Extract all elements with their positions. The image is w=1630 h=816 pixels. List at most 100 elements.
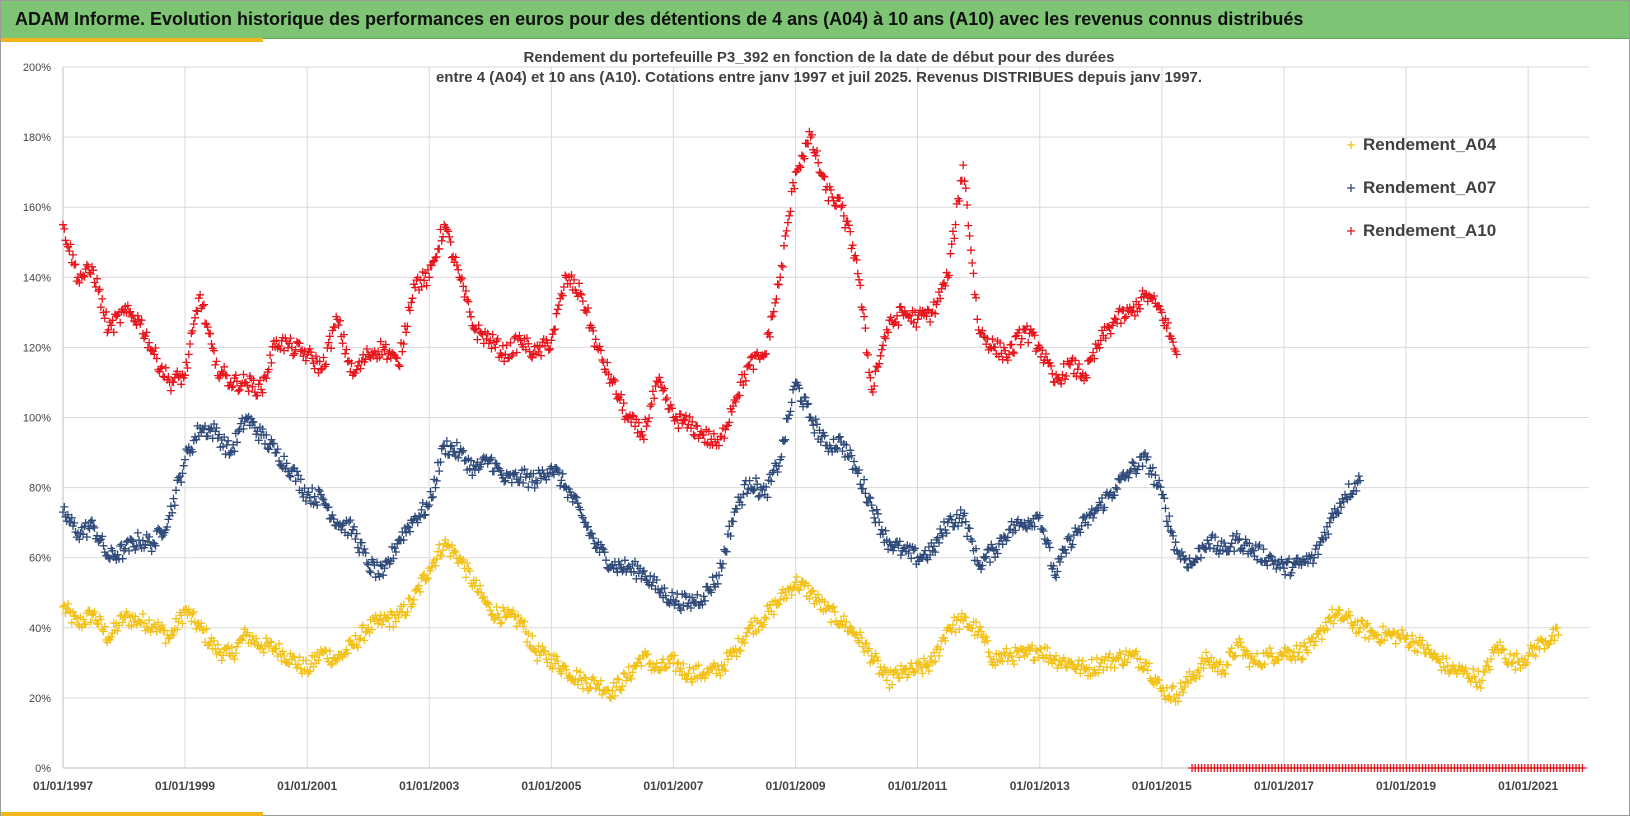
- data-point: [189, 607, 198, 616]
- data-point: [445, 232, 454, 241]
- data-point: [417, 505, 426, 514]
- data-point: [610, 691, 619, 700]
- data-point: [1038, 346, 1047, 355]
- data-point: [233, 438, 241, 447]
- data-point: [725, 418, 734, 427]
- data-point: [542, 655, 551, 664]
- data-point: [329, 515, 338, 524]
- data-point: [598, 356, 607, 364]
- data-point: [403, 322, 412, 331]
- data-point: [755, 491, 764, 500]
- data-point: [264, 642, 273, 651]
- data-point: [1171, 347, 1180, 356]
- data-point: [1307, 551, 1316, 560]
- data-point: [82, 260, 91, 269]
- data-point: [804, 581, 813, 590]
- data-point: [347, 359, 356, 368]
- data-point: [807, 416, 816, 425]
- data-point: [343, 649, 352, 658]
- data-point: [786, 407, 795, 416]
- data-point: [217, 367, 226, 376]
- data-point: [931, 309, 940, 318]
- data-point: [955, 197, 964, 205]
- data-point: [1011, 526, 1020, 535]
- data-point: [1443, 662, 1452, 670]
- data-point: [837, 203, 846, 212]
- data-point: [921, 546, 930, 555]
- data-point: [64, 599, 72, 608]
- data-point: [626, 672, 634, 681]
- chart-title-line1: Rendement du portefeuille P3_392 en fonc…: [524, 49, 1115, 66]
- data-point: [194, 294, 203, 303]
- data-point: [694, 661, 703, 670]
- data-point: [1317, 635, 1326, 644]
- data-point: [61, 236, 70, 245]
- data-point: [931, 657, 940, 666]
- data-point: [184, 350, 193, 359]
- data-point: [94, 287, 103, 296]
- data-point: [620, 556, 629, 565]
- data-point: [858, 484, 867, 493]
- data-point: [1071, 356, 1080, 365]
- data-point: [973, 315, 982, 324]
- data-point: [777, 261, 786, 270]
- plot-area: [59, 127, 1587, 772]
- data-point: [317, 365, 325, 374]
- data-point: [537, 351, 546, 360]
- data-point: [1475, 678, 1484, 687]
- data-point: [1200, 657, 1209, 666]
- data-point: [767, 312, 776, 321]
- data-point: [127, 622, 136, 631]
- data-point: [618, 682, 627, 691]
- data-point: [1232, 529, 1241, 538]
- data-point: [217, 656, 226, 665]
- data-point: [1498, 644, 1507, 653]
- data-point: [203, 432, 212, 440]
- data-point: [676, 410, 685, 419]
- data-point: [264, 365, 273, 374]
- data-point: [1511, 665, 1520, 674]
- data-point: [507, 351, 516, 360]
- data-point: [882, 676, 891, 685]
- data-point: [634, 418, 643, 427]
- data-point: [1110, 314, 1119, 323]
- data-point: [1230, 547, 1239, 556]
- data-point: [1071, 524, 1080, 533]
- data-point: [651, 664, 660, 672]
- data-point: [924, 667, 933, 675]
- data-point: [1254, 542, 1263, 551]
- data-point: [426, 566, 435, 575]
- data-point: [422, 575, 431, 584]
- data-point: [523, 334, 531, 343]
- data-point: [911, 544, 919, 553]
- data-point: [1048, 369, 1057, 378]
- data-point: [983, 545, 992, 554]
- data-point: [1179, 688, 1188, 697]
- data-point: [520, 465, 529, 474]
- data-point: [133, 311, 142, 320]
- data-point: [1278, 559, 1287, 568]
- data-point: [330, 322, 339, 331]
- data-point: [365, 567, 374, 575]
- data-point: [731, 397, 740, 406]
- data-point: [576, 505, 585, 514]
- data-point: [868, 388, 877, 396]
- legend-label: Rendement_A07: [1363, 178, 1496, 197]
- data-point: [187, 617, 196, 626]
- data-point: [820, 431, 829, 440]
- data-point: [278, 647, 287, 656]
- data-point: [1425, 648, 1434, 657]
- data-point: [1480, 668, 1489, 677]
- data-point: [432, 555, 441, 563]
- data-point: [797, 397, 806, 406]
- data-point: [169, 494, 178, 503]
- data-point: [118, 554, 127, 563]
- data-point: [740, 480, 749, 489]
- data-point: [476, 581, 484, 590]
- data-point: [418, 498, 427, 507]
- data-point: [473, 335, 482, 344]
- data-point: [1503, 660, 1512, 669]
- data-point: [895, 674, 904, 683]
- legend-label: Rendement_A04: [1363, 135, 1497, 154]
- data-point: [809, 586, 818, 595]
